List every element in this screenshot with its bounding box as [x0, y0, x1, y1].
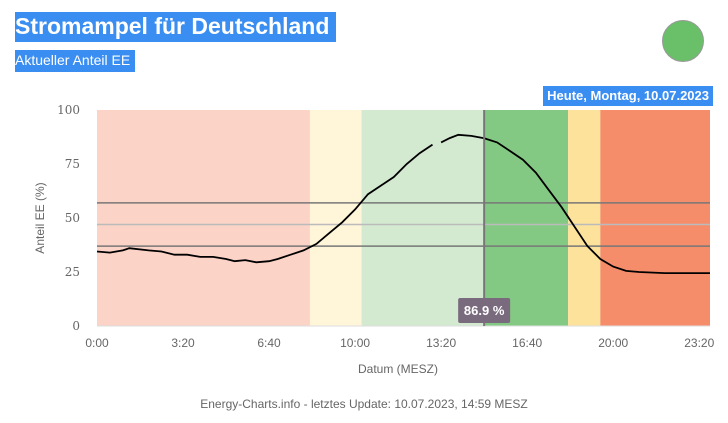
x-tick-label: 3:20	[171, 336, 195, 350]
x-tick-label: 23:20	[684, 336, 714, 350]
x-tick-label: 0:00	[85, 336, 109, 350]
current-value-badge	[458, 298, 511, 323]
band	[361, 110, 485, 326]
page-subtitle: Aktueller Anteil EE	[15, 50, 136, 72]
band	[568, 110, 601, 326]
band	[309, 110, 362, 326]
x-tick-label: 13:20	[426, 336, 456, 350]
y-tick-label: 25	[65, 265, 80, 279]
page-title: Stromampel für Deutschland	[15, 12, 337, 42]
footer-update-text: Energy-Charts.info - letztes Update: 10.…	[200, 397, 528, 411]
x-tick-label: 20:00	[598, 336, 628, 350]
y-tick-label: 75	[65, 157, 80, 171]
x-tick-label: 6:40	[257, 336, 281, 350]
x-tick-label: 10:00	[340, 336, 370, 350]
band	[97, 110, 310, 326]
date-label: Heute, Montag, 10.07.2023	[543, 86, 713, 106]
y-axis-title: Anteil EE (%)	[33, 182, 47, 253]
traffic-light-indicator	[662, 20, 704, 62]
band	[484, 110, 569, 326]
y-tick-label: 100	[57, 103, 80, 117]
current-value-label: 86.9 %	[464, 303, 505, 318]
series-line	[96, 133, 710, 274]
y-tick-label: 50	[65, 211, 80, 225]
x-tick-label: 16:40	[512, 336, 542, 350]
y-tick-label: 0	[72, 319, 80, 333]
band	[600, 110, 710, 326]
x-axis-title: Datum (MESZ)	[358, 362, 438, 376]
